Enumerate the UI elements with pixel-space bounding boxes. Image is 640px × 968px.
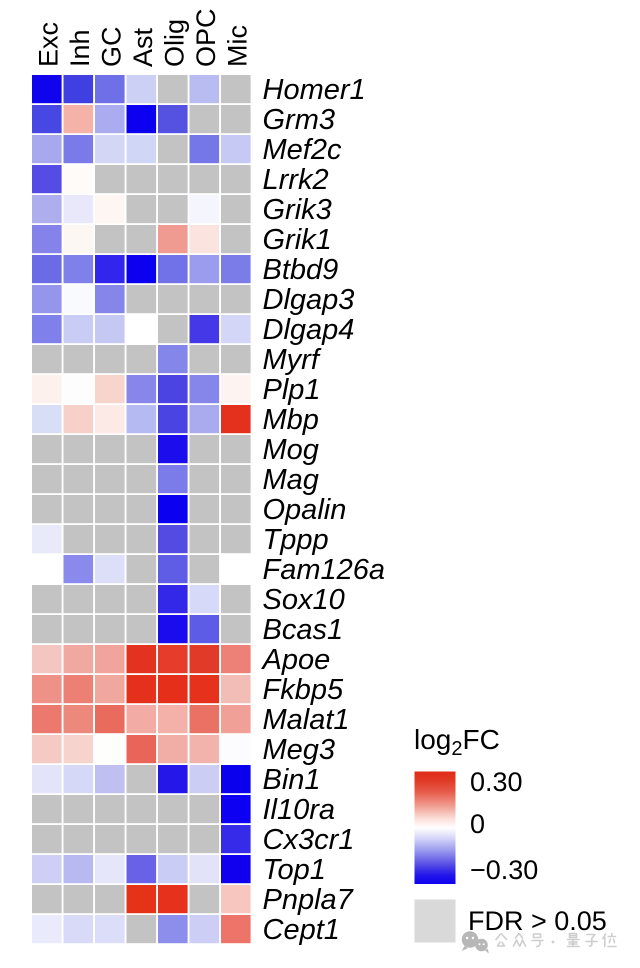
svg-text:Bin1: Bin1 [263,764,321,796]
svg-text:Homer1: Homer1 [263,74,366,106]
svg-text:Ast: Ast [128,27,158,67]
svg-text:Mef2c: Mef2c [263,134,342,166]
svg-text:Tppp: Tppp [263,524,329,556]
svg-text:Apoe: Apoe [261,644,331,676]
svg-text:Btbd9: Btbd9 [263,254,339,286]
svg-text:Opalin: Opalin [263,494,347,526]
svg-text:Cept1: Cept1 [263,914,340,946]
svg-text:Top1: Top1 [263,854,326,886]
svg-text:Olig: Olig [160,19,190,67]
svg-text:Malat1: Malat1 [263,704,350,736]
svg-text:Dlgap4: Dlgap4 [263,314,355,346]
svg-text:GC: GC [97,27,127,68]
svg-text:Inh: Inh [65,29,95,67]
svg-text:Grik3: Grik3 [263,194,332,226]
svg-text:Grm3: Grm3 [263,104,336,136]
svg-text:Mog: Mog [263,434,319,466]
svg-text:0: 0 [470,809,485,839]
svg-text:Plp1: Plp1 [263,374,321,406]
svg-text:Grik1: Grik1 [263,224,332,256]
svg-text:Il10ra: Il10ra [263,794,336,826]
svg-text:Mbp: Mbp [263,404,319,436]
svg-text:Meg3: Meg3 [263,734,336,766]
svg-text:Sox10: Sox10 [263,584,345,616]
svg-text:Exc: Exc [34,22,64,67]
svg-text:Dlgap3: Dlgap3 [263,284,355,316]
svg-text:0.30: 0.30 [470,767,523,797]
svg-text:Lrrk2: Lrrk2 [263,164,329,196]
svg-text:Myrf: Myrf [263,344,322,376]
svg-text:Mag: Mag [263,464,319,496]
svg-text:OPC: OPC [191,8,221,67]
svg-text:FDR > 0.05: FDR > 0.05 [468,906,607,936]
svg-text:−0.30: −0.30 [470,855,538,885]
svg-text:Mic: Mic [223,25,253,67]
svg-text:Fkbp5: Fkbp5 [263,674,344,706]
svg-text:Bcas1: Bcas1 [263,614,344,646]
svg-text:Cx3cr1: Cx3cr1 [263,824,355,856]
svg-text:Pnpla7: Pnpla7 [263,884,355,916]
svg-text:Fam126a: Fam126a [263,554,386,586]
